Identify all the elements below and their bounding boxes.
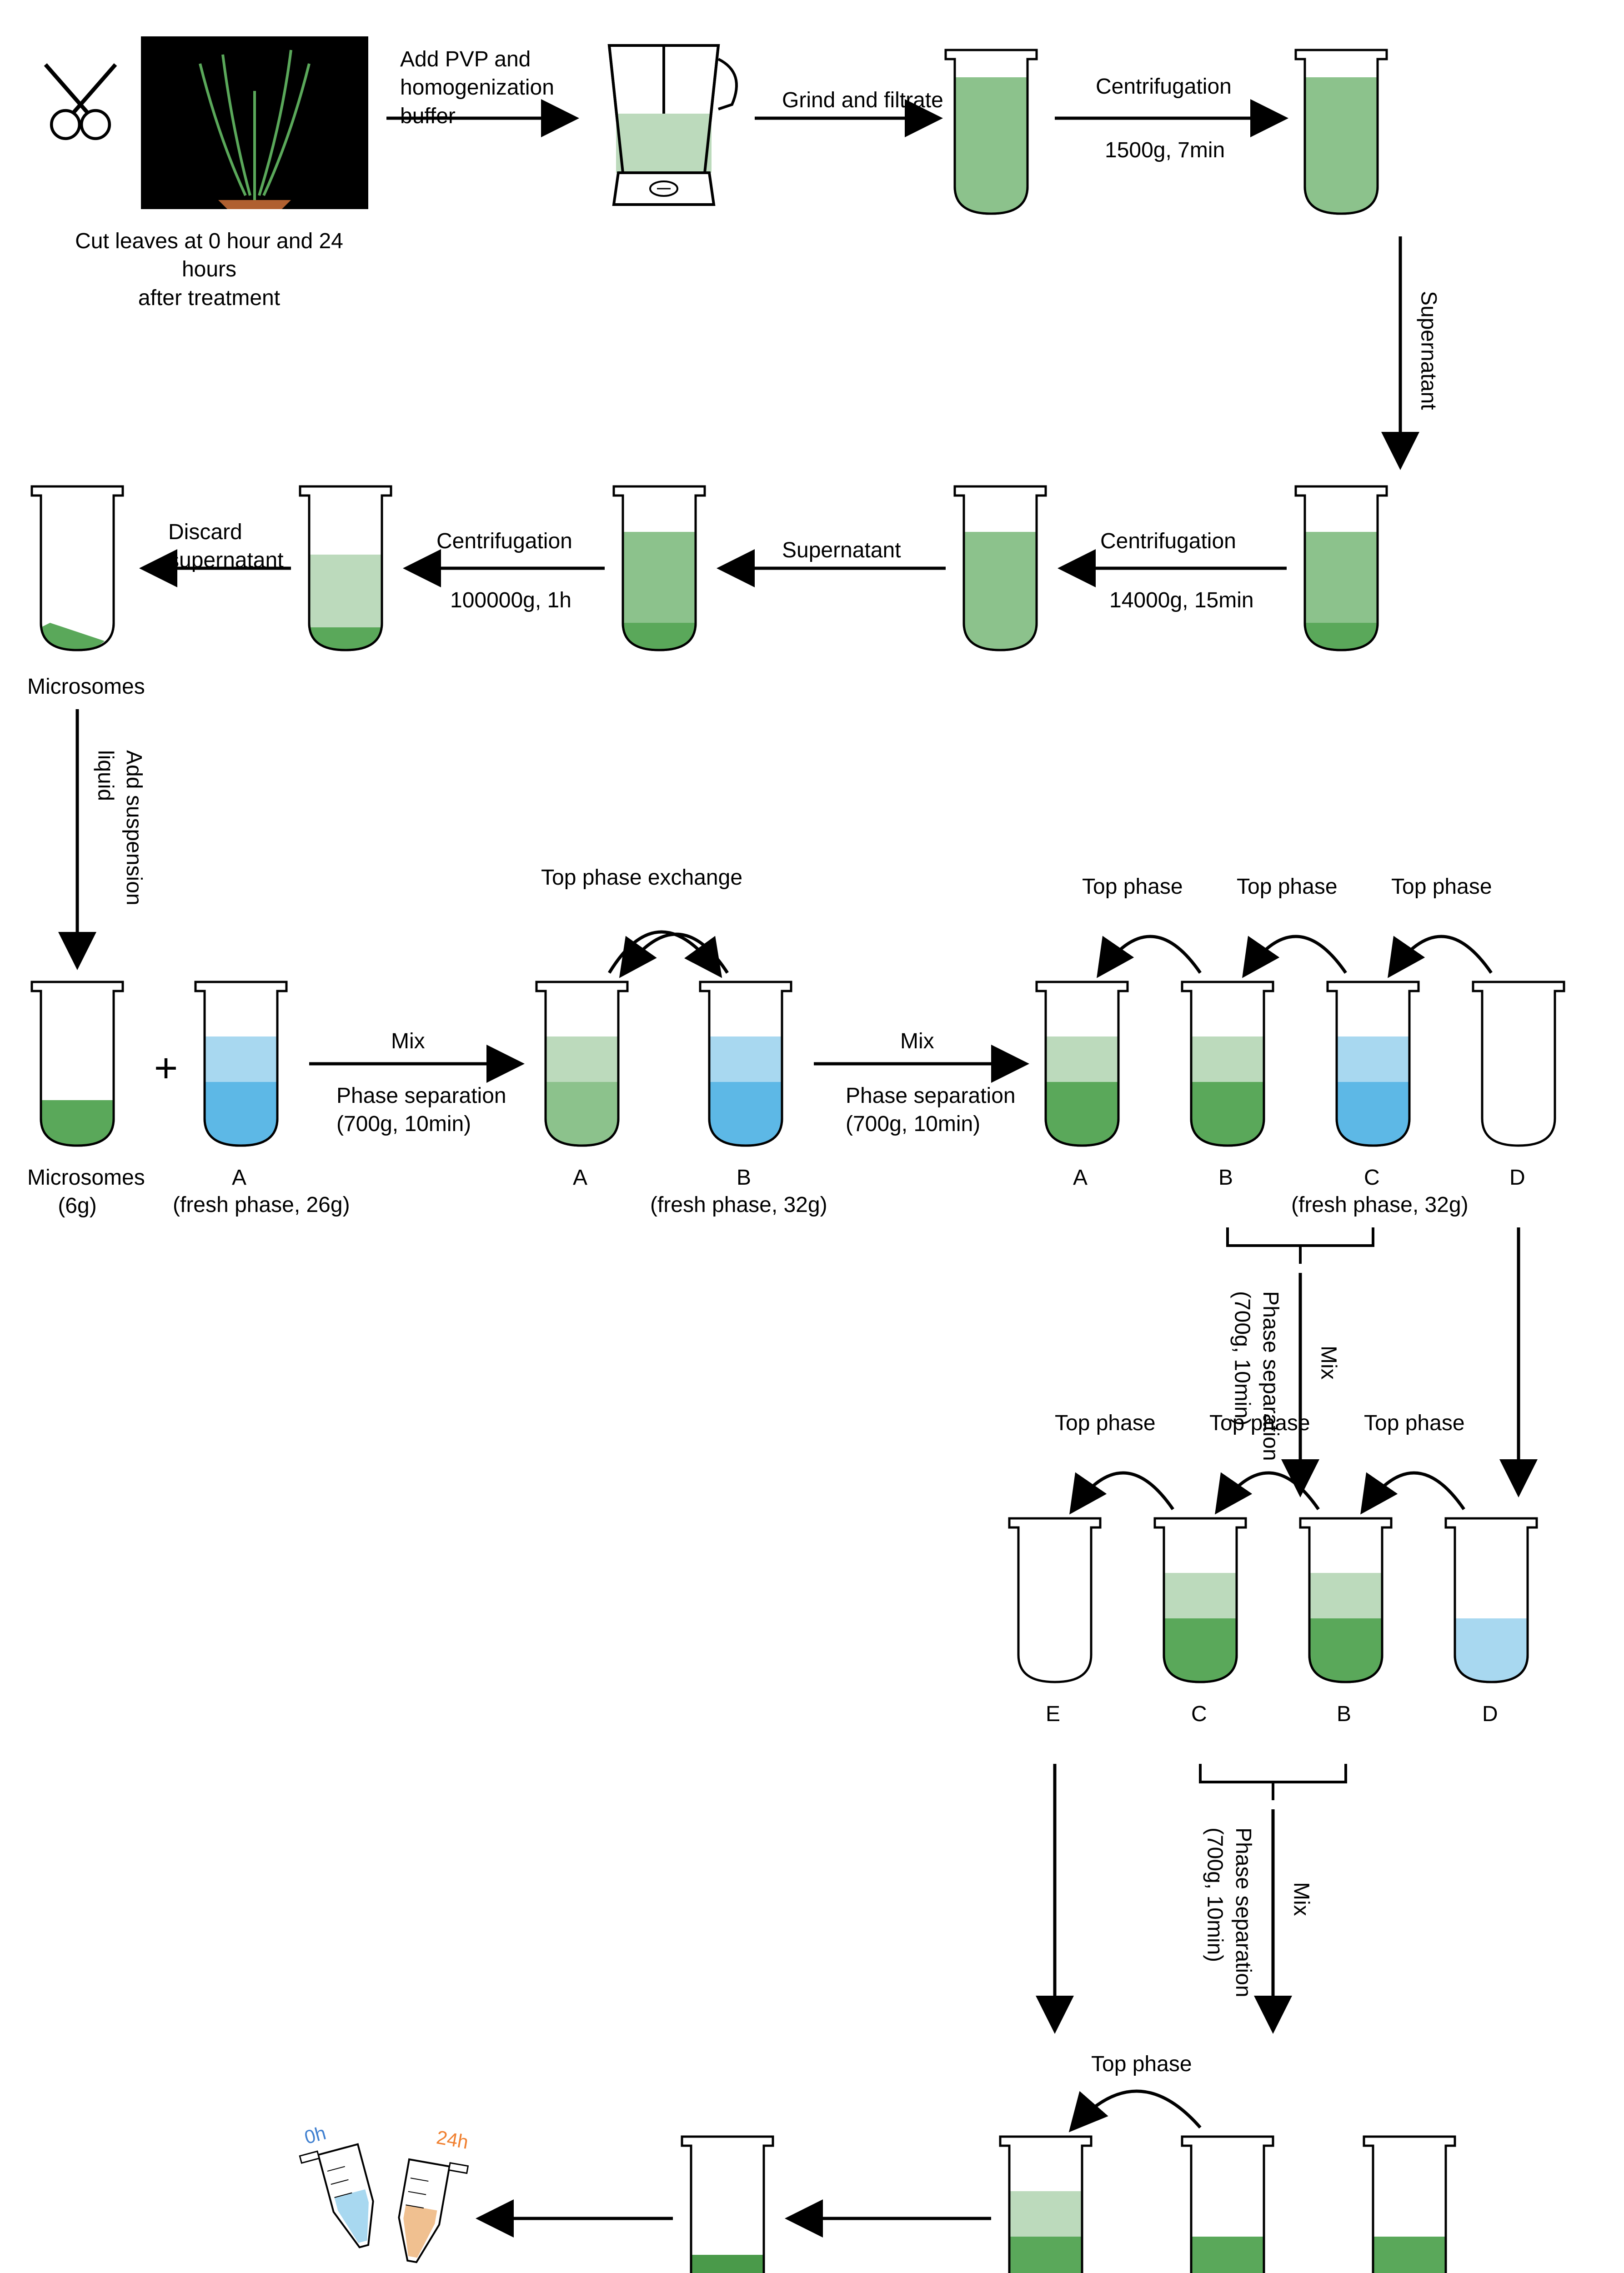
label-mix-2: Mix xyxy=(900,1027,934,1056)
label-phase-sep-1: Phase separation(700g, 10min) xyxy=(336,1082,506,1139)
label-mix-3: Mix xyxy=(1314,1346,1342,1380)
label-A-2: A xyxy=(573,1164,587,1192)
blender-icon xyxy=(609,45,737,205)
tube-r5-E xyxy=(1000,2137,1091,2273)
label-mix-1: Mix xyxy=(391,1027,425,1056)
label-top-phase-2: Top phase xyxy=(1237,873,1338,901)
tube-row2-4 xyxy=(300,486,391,650)
top-arrow-r3-3 xyxy=(1391,936,1491,973)
label-supernatant-1: Supernatant xyxy=(1414,291,1442,410)
tube-r4-C xyxy=(1155,1518,1246,1682)
eppendorf-24h xyxy=(392,2156,468,2268)
tube-row2-1 xyxy=(1296,486,1387,650)
label-fresh-26: (fresh phase, 26g) xyxy=(173,1191,350,1219)
label-top-phase-4: Top phase xyxy=(1055,1409,1156,1437)
tube-r5-C xyxy=(1182,2137,1273,2273)
tube-row1-2 xyxy=(1296,50,1387,214)
top-arrow-r4-2 xyxy=(1218,1473,1318,1509)
label-centr1: Centrifugation xyxy=(1096,73,1232,101)
plant-icon xyxy=(141,36,368,209)
tube-microsomes-6g xyxy=(32,982,123,1146)
label-microsomes-6g: Microsomes(6g) xyxy=(27,1164,127,1221)
label-A-1: A xyxy=(232,1164,246,1192)
scissors-icon xyxy=(45,65,115,139)
tube-r3-A xyxy=(1037,982,1128,1146)
label-centr3-sub: 100000g, 1h xyxy=(450,586,571,615)
diagram-canvas: + xyxy=(0,0,1624,2273)
label-r4-E: E xyxy=(1046,1700,1060,1728)
label-fresh-32-1: (fresh phase, 32g) xyxy=(650,1191,827,1219)
label-r4-B: B xyxy=(1337,1700,1351,1728)
label-top-phase-1: Top phase xyxy=(1082,873,1183,901)
label-add-suspension: Add suspensionliquid xyxy=(91,750,148,906)
label-top-phase-5: Top phase xyxy=(1209,1409,1310,1437)
label-grind: Grind and filtrate xyxy=(782,86,943,115)
top-arrow-r4-1 xyxy=(1073,1473,1173,1509)
label-top-phase-3: Top phase xyxy=(1391,873,1492,901)
tube-r3-B xyxy=(1182,982,1273,1146)
label-r3-C: C xyxy=(1364,1164,1380,1192)
label-phase-sep-4: Phase separation(700g, 10min) xyxy=(1200,1827,1257,1998)
eppendorf-0h xyxy=(300,2141,384,2256)
tube-r3-D xyxy=(1473,982,1564,1146)
tube-r4-E xyxy=(1009,1518,1100,1682)
top-arrow-r3-2 xyxy=(1246,936,1346,973)
label-top-phase-6: Top phase xyxy=(1364,1409,1465,1437)
tube-r4-D xyxy=(1446,1518,1537,1682)
tube-microsomes xyxy=(32,486,123,650)
label-centr2: Centrifugation xyxy=(1100,527,1236,556)
tube-row2-3 xyxy=(614,486,705,650)
label-B-1: B xyxy=(737,1164,751,1192)
tube-lc-e xyxy=(682,2137,773,2273)
label-fresh-32-2: (fresh phase, 32g) xyxy=(1291,1191,1469,1219)
label-r3-D: D xyxy=(1509,1164,1525,1192)
label-r4-D: D xyxy=(1482,1700,1498,1728)
tube-r4-B xyxy=(1300,1518,1391,1682)
label-supernatant-2: Supernatant xyxy=(782,536,901,565)
label-top-phase-7: Top phase xyxy=(1091,2050,1192,2078)
top-arrow-r4-3 xyxy=(1364,1473,1464,1509)
label-cut-leaves: Cut leaves at 0 hour and 24 hoursafter t… xyxy=(68,227,350,312)
tube-row1-1 xyxy=(946,50,1037,214)
label-centr3: Centrifugation xyxy=(436,527,572,556)
label-microsomes: Microsomes xyxy=(27,673,145,701)
tube-B-fresh32 xyxy=(700,982,791,1146)
tube-row2-2 xyxy=(955,486,1046,650)
label-phase-sep-2: Phase separation(700g, 10min) xyxy=(846,1082,1016,1139)
bracket-1 xyxy=(1228,1227,1373,1264)
tube-A-fresh26 xyxy=(195,982,286,1146)
tube-r3-C xyxy=(1328,982,1418,1146)
label-centr2-sub: 14000g, 15min xyxy=(1109,586,1254,615)
bracket-2 xyxy=(1200,1764,1346,1800)
label-r3-B: B xyxy=(1218,1164,1233,1192)
tube-A-mix1 xyxy=(536,982,627,1146)
top-arrow-r3-1 xyxy=(1100,936,1200,973)
label-centr1-sub: 1500g, 7min xyxy=(1105,136,1225,165)
label-r4-C: C xyxy=(1191,1700,1207,1728)
label-discard: Discardsupernatant xyxy=(168,518,284,575)
label-add-pvp: Add PVP andhomogenizationbuffer xyxy=(400,45,554,130)
label-r3-A: A xyxy=(1073,1164,1088,1192)
tube-r5-B xyxy=(1364,2137,1455,2273)
label-mix-4: Mix xyxy=(1287,1882,1315,1916)
plus-sign: + xyxy=(154,1046,178,1091)
label-top-exchange: Top phase exchange xyxy=(541,864,742,892)
top-arrow-r5 xyxy=(1073,2091,1200,2128)
